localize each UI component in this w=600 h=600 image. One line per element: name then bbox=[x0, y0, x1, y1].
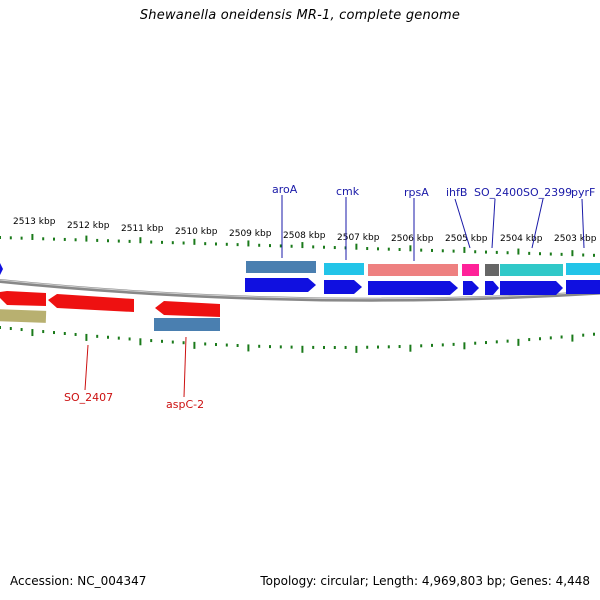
feature-aspC-2[interactable] bbox=[154, 318, 220, 331]
gene-label-aroA: aroA bbox=[272, 183, 298, 196]
gene-arrow-aroA[interactable] bbox=[245, 278, 316, 292]
gene-arrow-SO_2399[interactable] bbox=[500, 281, 563, 295]
gene-arrow-SO_2407[interactable] bbox=[48, 294, 134, 312]
gene-label-rpsA: rpsA bbox=[404, 186, 429, 199]
gene-label-SO_2399: SO_2399 bbox=[523, 186, 572, 199]
scale-label: 2507 kbp bbox=[337, 233, 380, 243]
gene-arrow-edge bbox=[0, 263, 3, 275]
scale-label: 2511 kbp bbox=[121, 224, 164, 234]
scale-label: 2513 kbp bbox=[13, 217, 56, 227]
scale-label: 2510 kbp bbox=[175, 227, 218, 237]
tick-row-bottom bbox=[0, 326, 595, 353]
scale-label: 2503 kbp bbox=[554, 234, 597, 244]
gene-label-aspC-2: aspC-2 bbox=[166, 398, 204, 411]
tick-row-top bbox=[0, 233, 595, 257]
feature-SO_2399[interactable] bbox=[500, 264, 563, 276]
accession-text: Accession: NC_004347 bbox=[10, 574, 147, 588]
scale-label: 2504 kbp bbox=[500, 234, 543, 244]
genome-backbone bbox=[0, 278, 600, 302]
feature-olive[interactable] bbox=[0, 309, 47, 323]
gene-arrow-ihfB[interactable] bbox=[463, 281, 479, 295]
feature-rpsA[interactable] bbox=[368, 264, 458, 276]
scale-label: 2509 kbp bbox=[229, 229, 272, 239]
gene-label-SO_2400: SO_2400 bbox=[474, 186, 523, 199]
gene-arrow-cmk[interactable] bbox=[324, 280, 362, 294]
gene-arrow-rpsA[interactable] bbox=[368, 281, 458, 295]
topology-text: Topology: circular; Length: 4,969,803 bp… bbox=[260, 574, 590, 588]
feature-SO_2400[interactable] bbox=[485, 264, 499, 276]
map-title: Shewanella oneidensis MR-1, complete gen… bbox=[139, 8, 461, 23]
gene-arrow-SO_2400[interactable] bbox=[485, 281, 499, 295]
feature-aroA[interactable] bbox=[246, 261, 316, 273]
scale-label: 2506 kbp bbox=[391, 234, 434, 244]
scale-label: 2512 kbp bbox=[67, 221, 110, 231]
feature-ihfB[interactable] bbox=[462, 264, 479, 276]
scale-label: 2508 kbp bbox=[283, 231, 326, 241]
feature-cmk[interactable] bbox=[324, 263, 364, 275]
genome-backbone-highlight bbox=[0, 279, 600, 300]
gene-arrow-SO_2408[interactable] bbox=[0, 291, 46, 306]
feature-pyrF[interactable] bbox=[566, 263, 600, 275]
gene-label-ihfB: ihfB bbox=[446, 186, 467, 199]
gene-label-cmk: cmk bbox=[336, 185, 360, 198]
gene-label-SO_2407: SO_2407 bbox=[64, 391, 113, 404]
gene-label-pyrF: pyrF bbox=[571, 186, 595, 199]
gene-arrow-pyrF[interactable] bbox=[566, 280, 600, 294]
scale-labels: 2513 kbp 2512 kbp 2511 kbp 2510 kbp 2509 kbp… bbox=[13, 217, 597, 244]
gene-arrow-aspC-2[interactable] bbox=[155, 301, 220, 317]
scale-label: 2505 kbp bbox=[445, 234, 488, 244]
